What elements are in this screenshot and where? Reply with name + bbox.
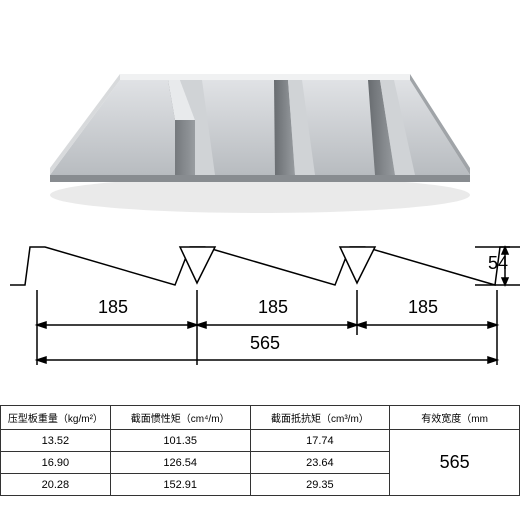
spec-table: 压型板重量（kg/m²） 截面惯性矩（cm⁴/m） 截面抵抗矩（cm³/m） 有…	[0, 405, 520, 515]
effective-width-value: 565	[390, 430, 520, 496]
deck-3d-render	[30, 20, 490, 220]
col-effective-width: 有效宽度（mm	[390, 406, 520, 430]
cross-section-diagram: 54 185 185 185 565	[0, 235, 520, 400]
span-label-1: 185	[98, 297, 128, 318]
table-row: 13.52 101.35 17.74 565	[1, 430, 520, 452]
span-label-2: 185	[258, 297, 288, 318]
col-weight: 压型板重量（kg/m²）	[1, 406, 111, 430]
span-label-3: 185	[408, 297, 438, 318]
table-header-row: 压型板重量（kg/m²） 截面惯性矩（cm⁴/m） 截面抵抗矩（cm³/m） 有…	[1, 406, 520, 430]
total-width-label: 565	[250, 333, 280, 354]
col-resistance: 截面抵抗矩（cm³/m）	[250, 406, 390, 430]
col-inertia: 截面惯性矩（cm⁴/m）	[110, 406, 250, 430]
height-label: 54	[488, 253, 508, 274]
